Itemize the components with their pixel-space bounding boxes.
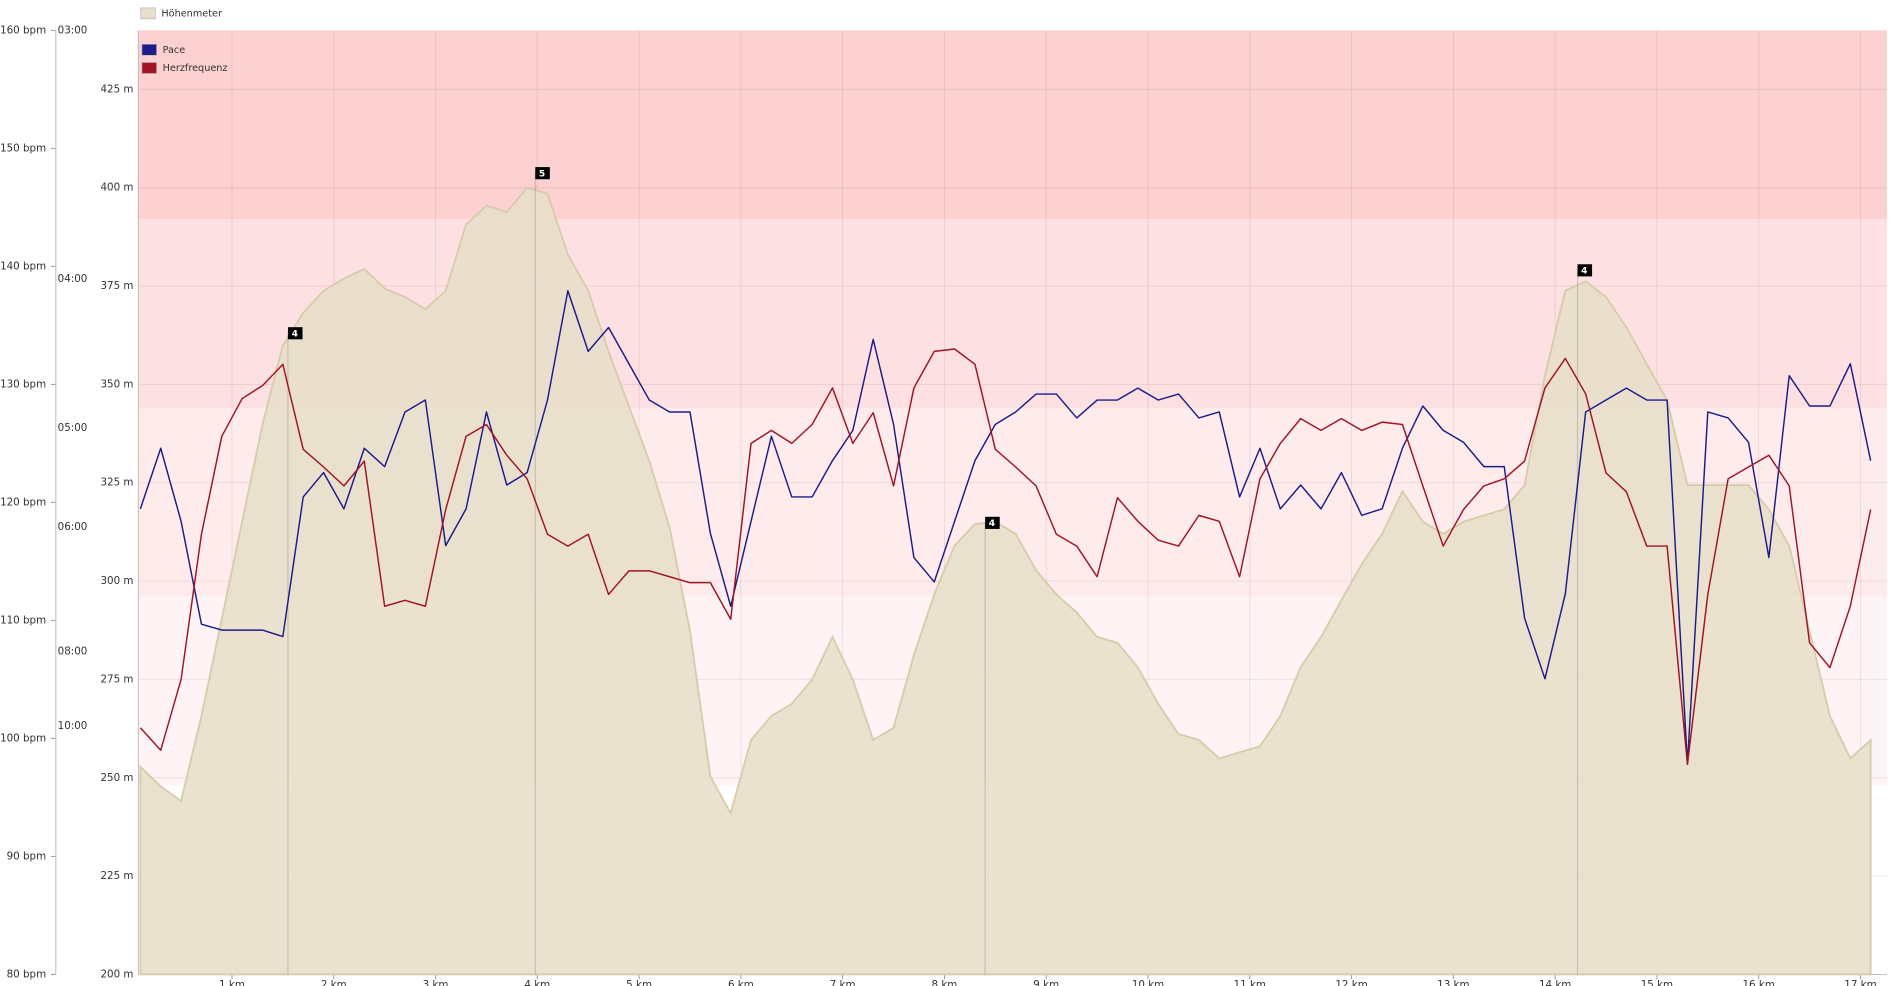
x-tick-label: 4 km (524, 979, 550, 986)
x-tick-label: 5 km (626, 979, 652, 986)
legend-swatch (141, 62, 157, 74)
y2-tick-label: 160 bpm (0, 24, 46, 36)
legend-swatch (141, 44, 157, 56)
y3-tick-label: 05:00 (58, 422, 88, 434)
y-tick-label: 300 m (101, 575, 134, 587)
y-tick-label: 400 m (101, 182, 134, 194)
series-line (139, 348, 1872, 766)
y-tick-label: 250 m (101, 772, 134, 784)
annotation-label: 4 (292, 329, 298, 339)
y3-tick-label: 03:00 (58, 24, 88, 36)
annotation-box (985, 516, 1000, 529)
annotation-box (535, 167, 550, 180)
x-tick-label: 17 km (1844, 979, 1876, 986)
x-tick-label: 12 km (1335, 979, 1367, 986)
y3-tick-label: 04:00 (58, 273, 88, 285)
series-line (139, 290, 1872, 765)
y-tick-label: 325 m (101, 477, 134, 489)
x-tick-label: 11 km (1234, 979, 1266, 986)
legend-swatch (140, 7, 156, 20)
x-tick-label: 7 km (830, 979, 856, 986)
x-tick-label: 16 km (1743, 979, 1775, 986)
y2-tick-label: 120 bpm (0, 496, 46, 508)
y-tick-label: 200 m (101, 968, 134, 980)
y-tick-label: 425 m (101, 83, 134, 95)
x-tick-label: 2 km (321, 979, 347, 986)
y3-tick-label: 06:00 (58, 521, 88, 533)
y2-tick-label: 130 bpm (0, 378, 46, 390)
x-tick-label: 15 km (1641, 979, 1673, 986)
x-tick-label: 14 km (1539, 979, 1571, 986)
y2-tick-label: 140 bpm (0, 260, 46, 272)
annotation-label: 5 (539, 169, 545, 179)
x-tick-label: 8 km (932, 979, 958, 986)
y-tick-label: 375 m (101, 280, 134, 292)
annotation-label: 4 (1581, 266, 1587, 276)
legend-label: Pace (163, 45, 186, 56)
x-tick-label: 1 km (219, 979, 245, 986)
y2-tick-label: 150 bpm (0, 142, 46, 154)
x-tick-label: 9 km (1033, 979, 1059, 986)
x-tick-label: 13 km (1437, 979, 1469, 986)
y-tick-label: 350 m (101, 378, 134, 390)
y2-tick-label: 90 bpm (7, 850, 46, 862)
legend-label: Höhenmeter (161, 8, 222, 19)
zone-band (138, 30, 1887, 220)
y2-tick-label: 110 bpm (0, 614, 46, 626)
y2-tick-label: 100 bpm (0, 732, 46, 744)
legend-label: Herzfrequenz (163, 63, 228, 74)
y-tick-label: 275 m (101, 673, 134, 685)
y-tick-label: 225 m (101, 870, 134, 882)
x-tick-label: 3 km (423, 979, 449, 986)
y2-tick-label: 80 bpm (7, 968, 46, 980)
annotation-box (287, 327, 303, 340)
x-tick-label: 10 km (1132, 979, 1164, 986)
y3-tick-label: 10:00 (58, 720, 88, 732)
annotation-label: 4 (989, 519, 995, 529)
elevation-area (139, 186, 1872, 976)
annotation-box (1577, 264, 1593, 277)
y3-tick-label: 08:00 (58, 645, 88, 657)
x-tick-label: 6 km (728, 979, 754, 986)
